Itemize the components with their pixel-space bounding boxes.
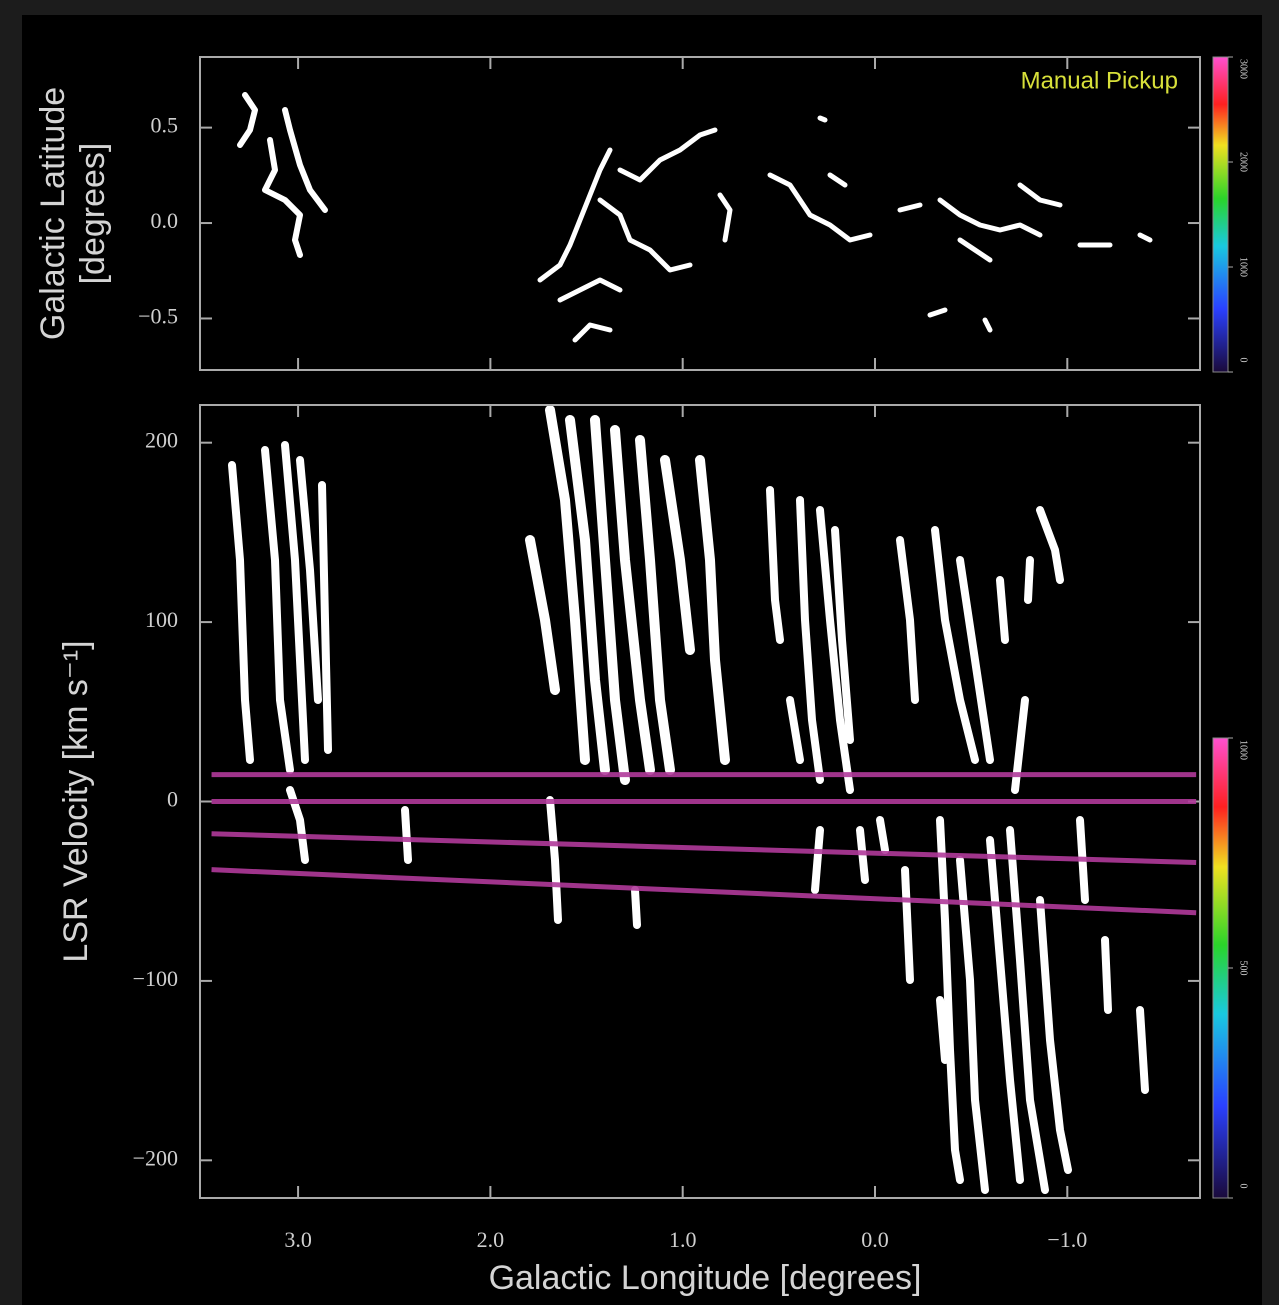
colorbar-tick-label: 500 [1238,961,1249,976]
colorbar [1212,56,1229,373]
emission-top [237,92,1153,343]
y-tick-label: −0.5 [138,304,178,329]
y-tick-label: 0.0 [151,208,179,233]
x-tick-label: 0.0 [861,1227,889,1252]
plot-frame [199,56,1201,371]
y-tick-label: 200 [145,428,178,453]
y-tick-label: −200 [133,1145,178,1170]
x-tick-label: 2.0 [477,1227,505,1252]
velocity-line [211,831,1197,865]
colorbar-tick-label: 0 [1238,1184,1249,1189]
x-tick-label: 1.0 [669,1227,697,1252]
x-axis-label: Galactic Longitude [degrees] [489,1259,922,1297]
y-tick-label: 0.5 [151,113,179,138]
colorbar-tick-label: 2000 [1238,152,1249,172]
x-tick-label: −1.0 [1047,1227,1087,1252]
y-tick-label: −100 [133,966,178,991]
emission-bottom [228,405,1149,1194]
colorbar [1212,737,1229,1199]
y-axis-label: [degrees] [74,143,112,285]
colorbar-tick-label: 1000 [1238,257,1249,277]
colorbar-tick-label: 3000 [1238,59,1249,79]
colorbar-tick-label: 1000 [1238,740,1249,760]
y-tick-label: 0 [167,787,178,812]
colorbar-tick-label: 0 [1238,358,1249,363]
velocity-line [211,867,1197,916]
annotation: Manual Pickup [1021,67,1178,94]
figure-background [22,15,1262,1305]
y-axis-label: Galactic Latitude [34,87,72,340]
x-tick-label: 3.0 [284,1227,312,1252]
y-axis-label: LSR Velocity [km s⁻¹] [57,640,95,962]
y-tick-label: 100 [145,607,178,632]
